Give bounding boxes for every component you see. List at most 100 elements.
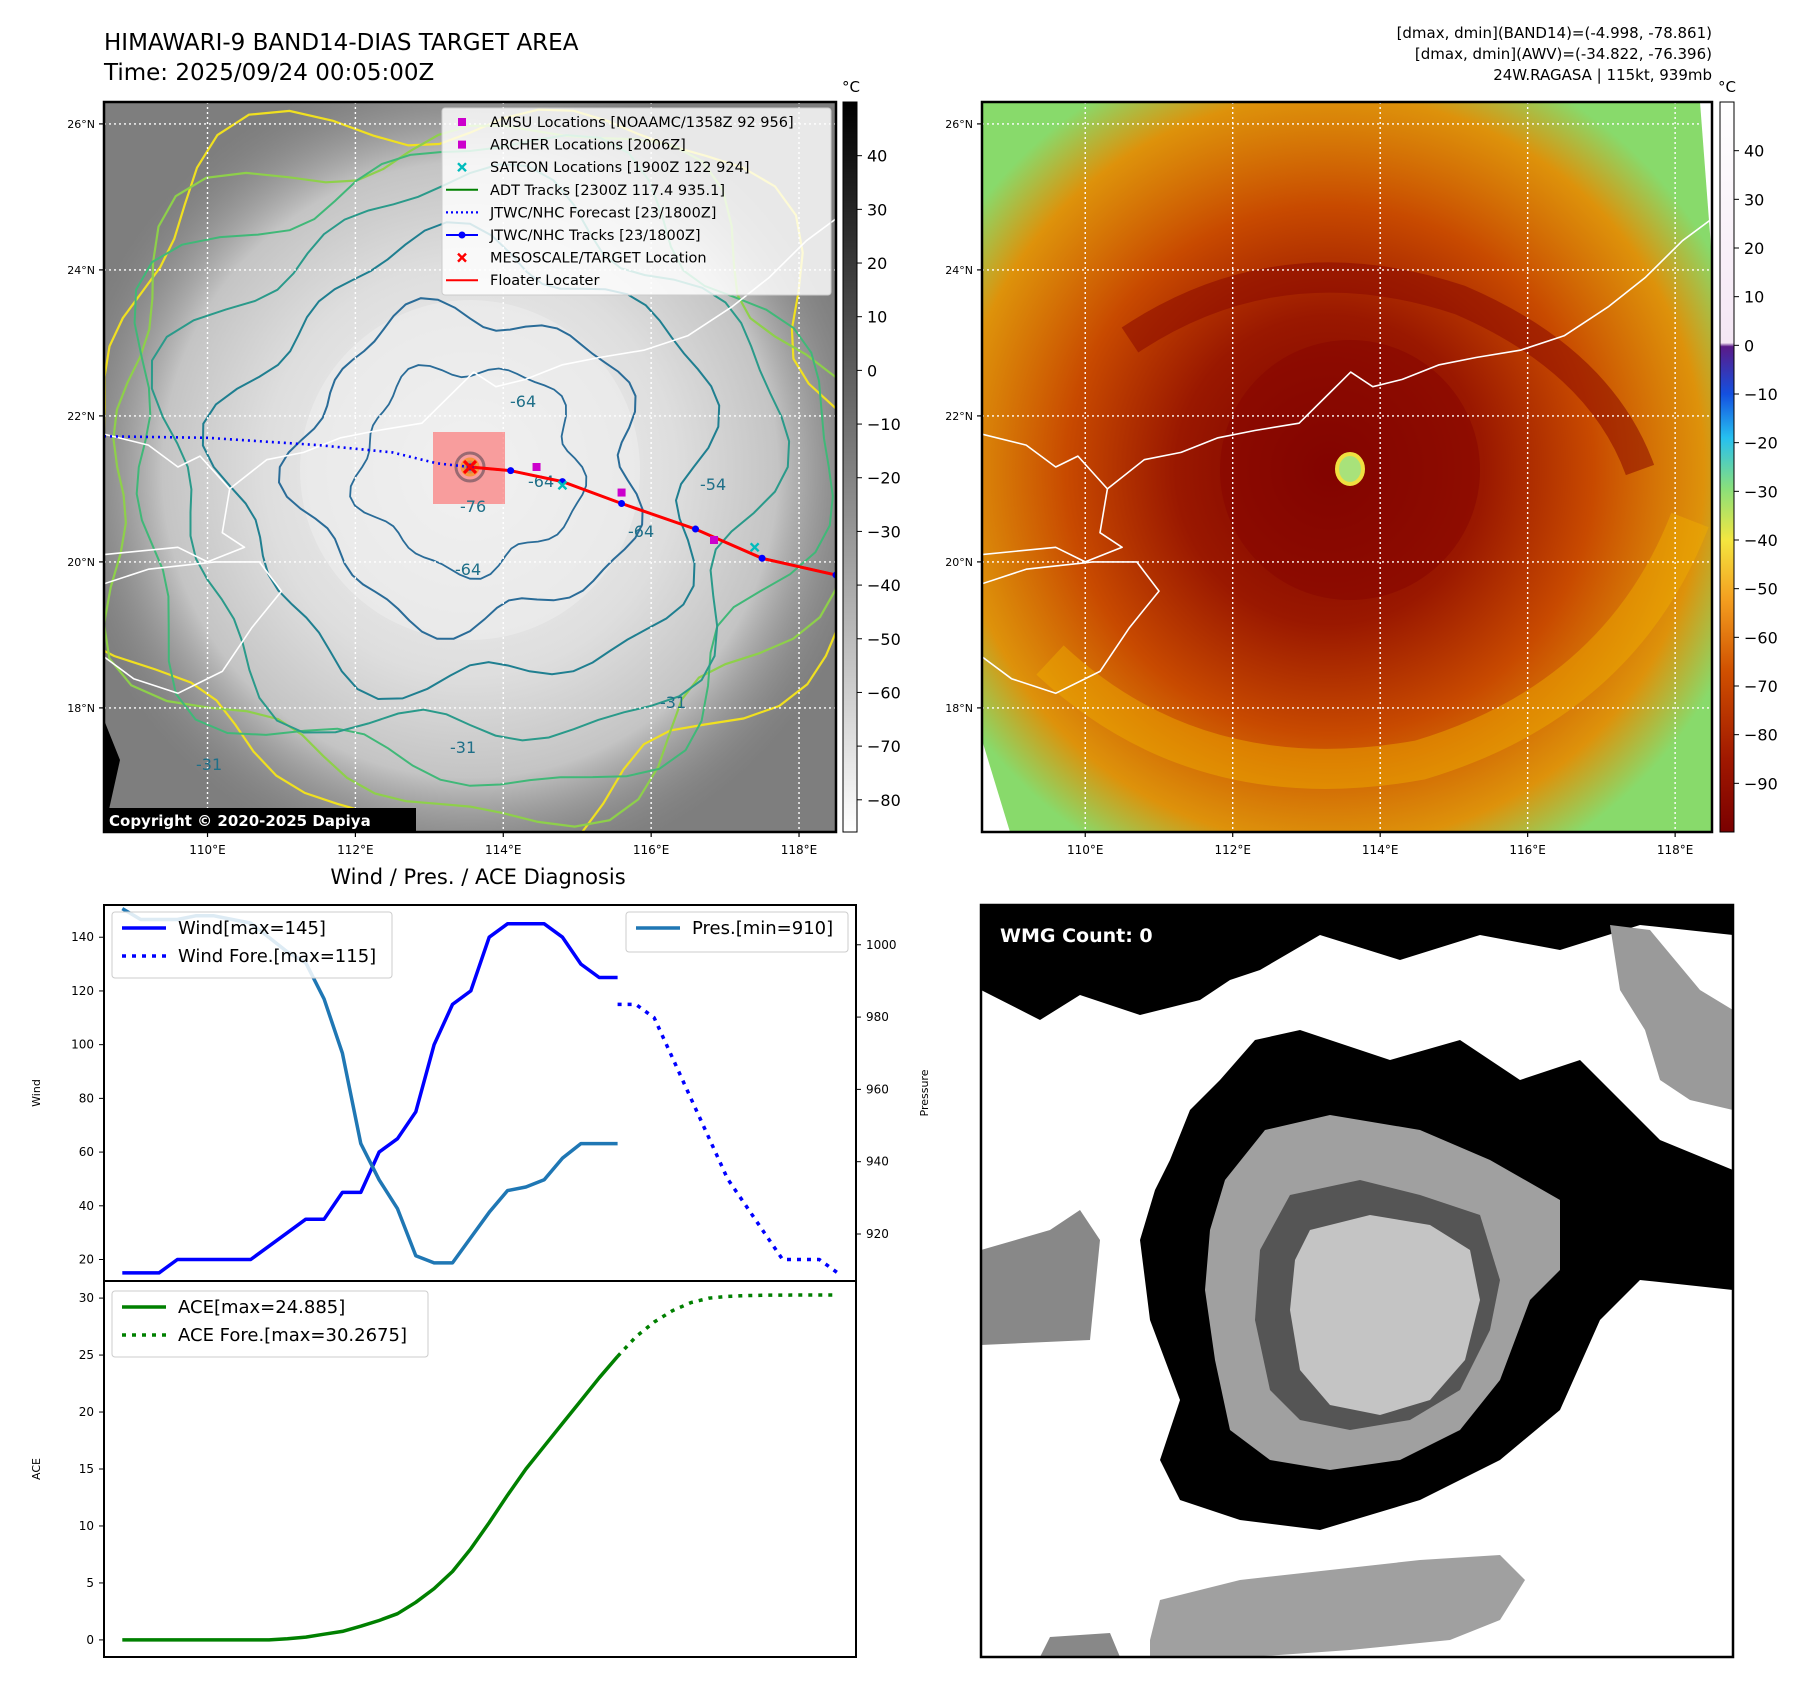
chart-legend-box (625, 911, 849, 953)
colorbar-tick-label: −80 (867, 791, 901, 810)
colorbar-tick-label: −30 (1744, 482, 1778, 501)
chart-legend-label: Wind[max=145] (178, 918, 326, 939)
figure-title: HIMAWARI-9 BAND14-DIAS TARGET AREA (104, 30, 579, 56)
chart-legend-label: ACE[max=24.885] (178, 1297, 345, 1318)
colorbar-tick-label: 10 (1744, 288, 1764, 307)
y-right-tick-label: 920 (866, 1227, 889, 1241)
satcon-marker (557, 480, 568, 491)
wmg-black-top (981, 905, 1733, 1020)
figure-time: Time: 2025/09/24 00:05:00Z (103, 60, 434, 86)
colorbar-tick-label: −80 (1744, 726, 1778, 745)
contour-ring (349, 364, 588, 580)
y-right-tick-label: 1000 (866, 938, 897, 952)
y-tick-label: 100 (71, 1038, 94, 1052)
series-line (616, 1293, 838, 1358)
y-tick-label: 140 (71, 930, 94, 944)
legend-marker (458, 140, 466, 149)
contour-label: -76 (460, 497, 486, 516)
jtwc-point (618, 500, 626, 507)
contour-ring (277, 297, 644, 640)
legend-marker (457, 162, 467, 173)
lon-tick-label: 110°E (1067, 843, 1104, 857)
amsu-marker (532, 463, 541, 471)
jtwc-point (692, 525, 700, 533)
storm-eye (1335, 452, 1365, 486)
legend-marker (457, 252, 467, 263)
series-line (617, 1002, 839, 1275)
coastline-path (104, 561, 283, 695)
legend-label: AMSU Locations [NOAAMC/1358Z 92 956] (490, 115, 794, 131)
y-right-axis-label: Pressure (918, 1069, 931, 1116)
colorbar-tick-label: −20 (867, 469, 901, 488)
colorbar-tick-label: −30 (867, 522, 901, 541)
wmg-count-label: WMG Count: 0 (1000, 925, 1153, 947)
jtwc-point (758, 554, 766, 562)
colorbar-tick-label: 0 (867, 361, 877, 380)
colorbar-tick-label: −90 (1744, 774, 1778, 793)
colorbar-tick-label: 20 (867, 254, 887, 273)
legend-label: ADT Tracks [2300Z 117.4 935.1] (490, 183, 725, 199)
ir-colorbar-unit: °C (842, 78, 860, 96)
legend-box (441, 107, 832, 296)
stats-line-3: 24W.RAGASA | 115kt, 939mb (1493, 66, 1712, 84)
wmg-grey-left (981, 1210, 1100, 1345)
awv-map-ticks: 110°E 112°E 114°E 116°E 118°E 26°N 24°N 22°N 20°… (945, 118, 1693, 857)
lat-tick-label: 18°N (67, 702, 95, 715)
lon-tick-label: 118°E (1657, 843, 1694, 857)
y-tick-label: 60 (79, 1145, 94, 1159)
lon-tick-label: 116°E (633, 843, 670, 857)
series-line (122, 1355, 619, 1642)
wmg-grey-bottom-left (1040, 1633, 1120, 1657)
colorbar-tick-label: −50 (867, 630, 901, 649)
lon-tick-label: 116°E (1509, 843, 1546, 857)
colorbar-tick-label: −70 (1744, 677, 1778, 696)
lat-tick-label: 26°N (67, 118, 95, 131)
colorbar-tick-label: −70 (867, 737, 901, 756)
y-tick-label: 25 (79, 1348, 94, 1362)
lat-tick-label: 20°N (945, 556, 973, 569)
satcon-marker (749, 542, 760, 553)
wmg-grey-bottom (1150, 1555, 1525, 1657)
colorbar-tick-label: 40 (867, 147, 887, 166)
colorbar-tick-label: −10 (1744, 385, 1778, 404)
chart-legend-box (111, 911, 393, 979)
diagnosis-title: Wind / Pres. / ACE Diagnosis (330, 865, 625, 889)
colorbar-tick-label: −60 (1744, 628, 1778, 647)
legend-label: JTWC/NHC Forecast [23/1800Z] (489, 205, 716, 221)
legend-label: SATCON Locations [1900Z 122 924] (490, 160, 749, 176)
colorbar-tick-label: 0 (1744, 336, 1754, 355)
colorbar-tick-label: 40 (1744, 142, 1764, 161)
coastline-path (229, 218, 836, 490)
ir-colorbar: °C 40 30 20 10 0 −10 −20 −30 −40 −50 −60 −70 −80 (842, 78, 901, 833)
lon-tick-label: 110°E (189, 843, 226, 857)
lat-tick-label: 22°N (945, 410, 973, 423)
colorbar-tick-label: −40 (867, 576, 901, 595)
ir-map-panel: -64-64-64-76-64-54-31-31-31 AMSU Locatio… (67, 100, 838, 857)
wmg-light-core (1290, 1215, 1480, 1415)
y-tick-label: 20 (79, 1405, 94, 1419)
lon-tick-label: 114°E (485, 843, 522, 857)
amsu-marker (617, 488, 626, 497)
coastline-path (1106, 218, 1712, 490)
contour-label: -64 (455, 560, 481, 579)
y-tick-label: 10 (79, 1519, 94, 1533)
contour-label: -64 (510, 392, 536, 411)
awv-coastline (982, 218, 1712, 695)
lon-tick-label: 118°E (781, 843, 818, 857)
lat-tick-label: 24°N (945, 264, 973, 277)
colorbar-tick-label: 20 (1744, 239, 1764, 258)
jtwc-point (507, 467, 515, 475)
coastline-path (982, 433, 1123, 563)
contour-label: -64 (628, 522, 654, 541)
lat-tick-label: 18°N (945, 702, 973, 715)
colorbar-tick-label: −20 (1744, 434, 1778, 453)
lat-tick-label: 24°N (67, 264, 95, 277)
coastline-path (982, 561, 1160, 695)
chart-legend-label: ACE Fore.[max=30.2675] (178, 1325, 407, 1346)
colorbar-tick-label: 10 (867, 308, 887, 327)
awv-map-panel: 110°E 112°E 114°E 116°E 118°E 26°N 24°N 22°N 20°… (945, 100, 1714, 857)
chart-legend-label: Pres.[min=910] (692, 918, 833, 939)
map-legend: AMSU Locations [NOAAMC/1358Z 92 956] ARCH… (446, 115, 794, 289)
